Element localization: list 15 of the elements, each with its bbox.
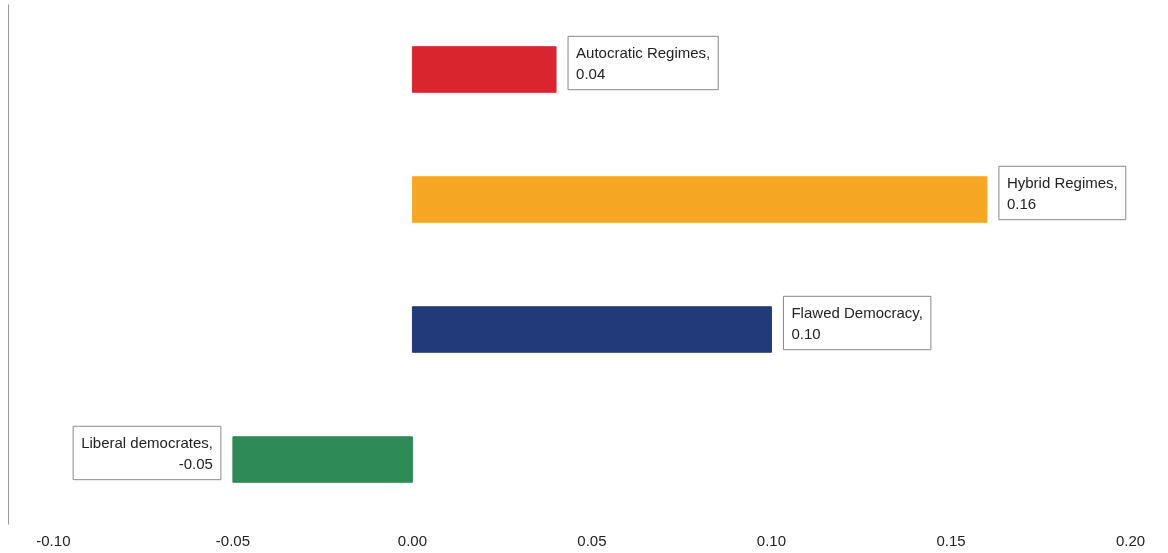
x-tick-label: -0.10 — [36, 531, 71, 549]
x-tick-label: 0.10 — [756, 531, 787, 549]
bar — [232, 436, 413, 483]
bar — [411, 176, 988, 223]
data-label: Flawed Democracy, 0.10 — [791, 304, 923, 342]
data-label: Liberal democrates, -0.05 — [81, 434, 213, 472]
x-tick-label: -0.05 — [215, 531, 251, 549]
x-tick-label: 0.05 — [577, 531, 607, 549]
bar — [411, 306, 772, 353]
data-label: Hybrid Regimes, 0.16 — [1006, 174, 1118, 212]
x-tick-label: 0.15 — [936, 531, 966, 549]
data-label: Autocratic Regimes, 0.04 — [576, 44, 711, 82]
bar — [411, 46, 557, 93]
x-tick-label: 0.20 — [1115, 531, 1146, 549]
x-tick-label: 0.00 — [397, 531, 428, 549]
